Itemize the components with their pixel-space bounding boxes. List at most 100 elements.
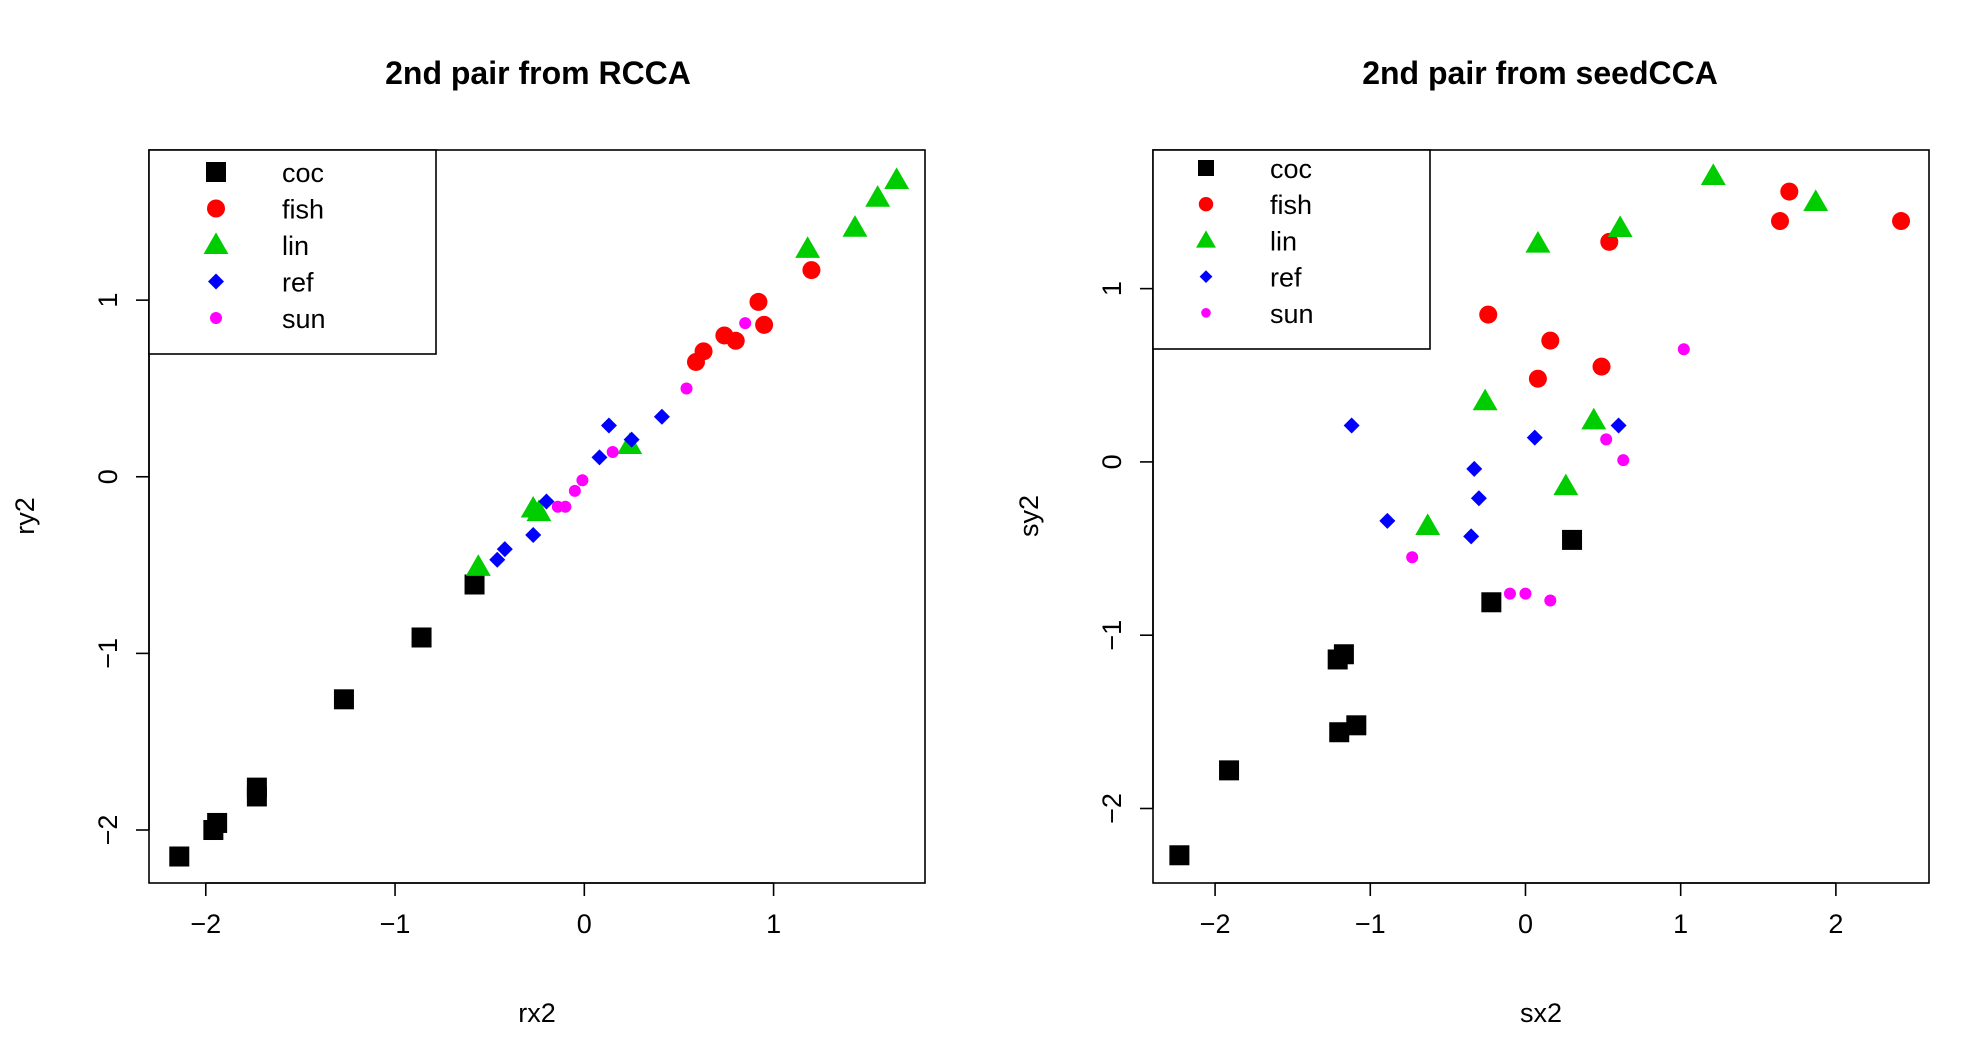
seedcca-legend-box [1152,149,1431,350]
seedcca-legend-label-ref: ref [1270,263,1302,293]
rcca-y-tick-label: −1 [93,638,123,669]
rcca-point-sun [739,317,752,330]
rcca-y-axis-label: ry2 [10,497,40,535]
rcca-legend: coc fish lin ref sun [148,149,437,355]
seedcca-point-coc [1346,715,1367,736]
rcca-x-tick-label: −1 [380,909,411,939]
rcca-point-fish [749,292,768,311]
seedcca-point-ref [1379,512,1396,529]
rcca-point-fish [694,342,713,361]
seedcca-legend-item-sun: sun [1201,299,1314,329]
seedcca-x-axis: −2 −1 0 1 2 [1200,882,1843,939]
seedcca-point-lin [1607,215,1633,237]
rcca-point-ref [496,541,513,558]
seedcca-legend-item-coc: coc [1198,154,1312,184]
seedcca-legend-label-fish: fish [1270,190,1312,220]
seedcca-legend-symbol-coc [1198,160,1214,176]
rcca-legend-symbol-lin [203,232,229,254]
rcca-point-ref [653,408,670,425]
rcca-points [169,167,910,867]
seedcca-legend-label-lin: lin [1270,226,1297,256]
seedcca-point-coc [1333,644,1354,665]
seedcca-legend-item-ref: ref [1199,263,1302,293]
seedcca-point-fish [1771,212,1790,231]
rcca-legend-item-lin: lin [203,231,309,261]
rcca-point-fish [802,261,821,280]
rcca-legend-item-sun: sun [210,304,326,334]
seedcca-point-sun [1406,551,1419,564]
seedcca-legend-symbol-fish [1198,197,1214,212]
rcca-point-sun [568,484,581,497]
rcca-legend-item-ref: ref [208,268,314,298]
seedcca-legend: coc fish lin ref sun [1152,149,1431,350]
rcca-point-lin [842,215,868,237]
rcca-point-coc [169,846,190,867]
rcca-legend-symbol-ref [208,273,224,290]
seedcca-point-ref [1610,417,1627,434]
seedcca-point-sun [1600,433,1613,446]
rcca-legend-label-fish: fish [282,195,324,225]
rcca-legend-label-sun: sun [282,304,326,334]
rcca-point-coc [411,627,432,648]
rcca-legend-symbol-coc [206,162,226,182]
seedcca-legend-symbol-lin [1196,230,1216,248]
rcca-point-ref [538,493,555,510]
rcca-y-tick-label: 1 [93,293,123,308]
seedcca-point-ref [1463,528,1480,545]
rcca-x-tick-label: 0 [577,909,592,939]
rcca-x-tick-label: −2 [190,909,221,939]
seedcca-point-lin [1700,163,1726,185]
seedcca-point-ref [1466,460,1483,477]
seedcca-point-lin [1525,230,1551,253]
rcca-point-lin [526,499,552,522]
seedcca-x-axis-label: sx2 [1520,998,1562,1028]
rcca-point-ref [591,449,608,466]
rcca-point-sun [559,500,572,513]
rcca-legend-label-lin: lin [282,231,309,261]
rcca-point-sun [576,474,589,487]
seedcca-y-tick-label: 0 [1097,454,1127,469]
seedcca-point-sun [1519,587,1532,600]
seedcca-x-tick-label: 0 [1518,909,1533,939]
seedcca-legend-symbol-ref [1199,270,1213,283]
seedcca-x-tick-label: −1 [1355,909,1386,939]
seedcca-point-sun [1544,594,1557,607]
rcca-point-fish [726,331,745,350]
rcca-point-sun [680,382,693,395]
seedcca-y-axis-label: sy2 [1014,495,1044,537]
rcca-point-coc [333,689,354,710]
rcca-x-tick-label: 1 [766,909,781,939]
rcca-legend-symbol-fish [207,199,225,218]
seedcca-point-lin [1472,388,1498,411]
seedcca-scatter-panel: 2nd pair from seedCCA −2 −1 0 1 2 −2 −1 0 1 sx2… [1014,55,1930,1028]
rcca-point-coc [464,574,485,595]
seedcca-y-tick-label: 1 [1097,281,1127,296]
seedcca-point-coc [1329,722,1350,743]
seedcca-legend-label-coc: coc [1270,154,1312,184]
rcca-point-ref [623,431,640,448]
rcca-point-lin [884,167,910,190]
seedcca-point-coc [1481,592,1502,613]
rcca-point-sun [606,446,619,459]
seedcca-point-sun [1503,587,1516,600]
seedcca-point-fish [1600,232,1619,251]
seedcca-x-tick-label: 1 [1673,909,1688,939]
rcca-point-lin [795,236,821,258]
rcca-x-axis-label: rx2 [518,998,556,1028]
seedcca-point-sun [1677,343,1690,356]
seedcca-x-tick-label: −2 [1200,909,1231,939]
rcca-chart-title: 2nd pair from RCCA [385,55,691,91]
seedcca-legend-symbol-sun [1201,308,1211,318]
seedcca-point-lin [1553,473,1579,496]
seedcca-point-ref [1526,429,1543,446]
seedcca-point-coc [1169,845,1190,866]
seedcca-point-fish [1892,212,1911,231]
seedcca-point-fish [1592,357,1611,376]
rcca-point-fish [755,315,774,334]
seedcca-point-lin [1415,513,1441,536]
rcca-scatter-panel: 2nd pair from RCCA −2 −1 0 1 −2 −1 0 1 rx2 ry2… [10,55,926,1028]
rcca-legend-symbol-sun [210,312,222,324]
rcca-point-lin [465,554,491,576]
seedcca-point-fish [1780,182,1799,201]
